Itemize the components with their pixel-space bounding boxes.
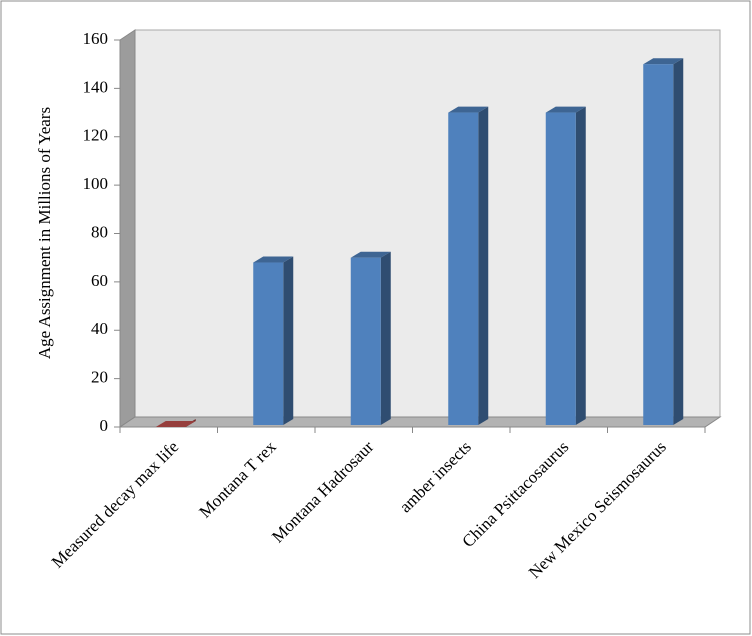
bar-top	[350, 251, 391, 258]
y-tick-label: 0	[100, 416, 109, 435]
y-tick-label: 160	[83, 29, 109, 48]
y-tick-label: 20	[91, 368, 108, 387]
side-wall	[119, 29, 136, 428]
bar-top	[253, 256, 294, 263]
y-tick-label: 140	[83, 77, 109, 96]
bar-side	[575, 106, 586, 425]
y-tick-label: 60	[91, 271, 108, 290]
bar-side	[478, 106, 489, 425]
bar	[448, 112, 479, 425]
bar-side	[283, 256, 294, 425]
y-tick-label: 80	[91, 222, 108, 241]
bar-side	[380, 251, 391, 425]
y-axis-label: Age Assignment in Millions of Years	[35, 107, 54, 359]
y-tick-label: 100	[83, 174, 109, 193]
bar-top	[155, 421, 196, 427]
y-tick-label: 40	[91, 319, 108, 338]
floor	[118, 416, 722, 428]
bar	[545, 112, 576, 425]
bar-top	[545, 106, 586, 113]
bar-side	[673, 58, 684, 425]
bar-top	[643, 58, 684, 65]
bar	[643, 64, 674, 425]
bar	[350, 257, 381, 425]
bar	[253, 262, 284, 425]
bar-top	[448, 106, 489, 113]
back-wall	[134, 29, 721, 418]
y-tick-label: 120	[83, 126, 109, 145]
